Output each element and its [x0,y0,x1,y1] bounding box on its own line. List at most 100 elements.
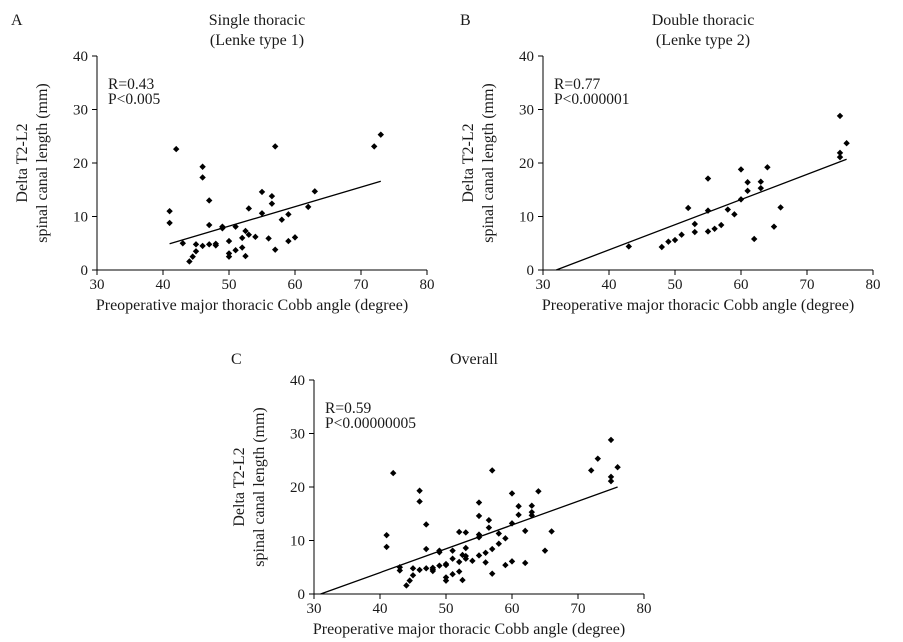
panel-b: B Double thoracic (Lenke type 2) [460,12,754,49]
panel-b-subtitle: (Lenke type 2) [656,32,750,49]
panel-a-y-tick-label: 20 [73,156,88,172]
panel-a-data-point [173,145,180,153]
panel-a-data-point [245,231,252,238]
panel-a-data-point [206,197,213,204]
panel-c-data-point [489,467,496,474]
panel-c-r-value: R=0.59 [325,400,371,417]
panel-a-data-point [265,235,272,242]
panel-b-y-axis-label: Delta T2-L2 [460,123,477,202]
panel-c-data-point [423,521,430,528]
panel-c-data-point [495,530,502,537]
panel-c-data-point [475,512,483,520]
panel-c-data-point [383,531,390,539]
panel-a-data-point [268,192,276,200]
panel-b-data-point [704,175,712,182]
panel-a-data-point [192,248,200,255]
panel-c-data-point [409,565,417,572]
panel-c-y-tick-label: 30 [290,427,305,443]
panel-c-data-point [485,524,493,531]
panel-c-data-point [423,565,430,572]
panel-letter-a: A [11,12,23,29]
panel-c-data-point [607,436,615,444]
panel-c-data-point [522,527,529,535]
panel-c-data-point [489,570,496,577]
panel-a-r-value: R=0.43 [108,76,154,93]
panel-a-p-value: P<0.005 [108,91,160,108]
panel-b-data-point [764,164,771,171]
panel-a-data-point [199,163,206,170]
panel-a-data-point [252,233,259,241]
panel-b-data-point [777,204,784,211]
panel-b-x-tick-label: 70 [800,277,815,293]
panel-a-x-tick-label: 60 [288,277,303,293]
panel-b-r-value: R=0.77 [554,76,600,93]
panel-a-data-point [179,240,186,247]
panel-a-x-tick-label: 70 [354,277,369,293]
panel-c-data-point [522,559,529,567]
panel-c-data-point [548,528,555,535]
panel-b-p-value: P<0.000001 [554,91,630,108]
panel-a-data-point [206,221,213,229]
panel-letter-c: C [231,351,242,368]
panel-a-y-axis-label: Delta T2-L2 [14,123,31,202]
panel-a-data-point [272,143,279,150]
panel-a-data-point [206,241,213,248]
panel-b-data-point [671,236,679,244]
panel-b-data-point [836,112,844,120]
panel-c-data-point [508,490,516,497]
panel-b-y-tick-label: 20 [519,156,534,172]
panel-b-data-point [691,220,698,228]
panel-a-data-point [189,253,196,260]
panel-a-data-point [285,237,292,245]
panel-c-data-point [456,558,463,566]
panel-a-data-point [285,211,292,218]
panel-a-data-point [268,200,276,207]
panel-a-x-tick-label: 40 [156,277,171,293]
panel-c-data-point [449,547,456,554]
panel-b-data-point [770,223,778,230]
panel-a-x-tick-label: 50 [222,277,237,293]
panel-c-data-point [449,571,456,578]
panel-a-trendline [169,180,381,245]
panel-c-data-point [541,547,549,554]
panel-c-data-point [403,582,410,589]
panel-b-data-point [737,166,745,173]
panel-c-data-point [449,555,456,562]
panel-letter-b: B [460,12,471,29]
panel-b-title: Double thoracic [652,12,755,29]
panel-c-data-point [429,564,436,571]
panel-a-data-point [225,237,233,245]
panel-b-data-point [836,149,844,157]
panel-c-data-point [528,502,535,509]
panel-b-trendline [555,158,847,271]
panel-b-y-tick-label: 40 [519,49,534,65]
panel-c-data-point [469,557,476,565]
panel-b-x-tick-label: 60 [734,277,749,293]
panel-c-trendline [320,486,618,595]
panel-a-data-point [278,216,285,223]
panel-c-x-axis-label: Preoperative major thoracic Cobb angle (… [313,621,625,638]
panel-c-data-point [409,572,417,579]
panel-a-x-axis-label: Preoperative major thoracic Cobb angle (… [96,297,408,314]
panel-c-x-tick-label: 40 [373,601,388,617]
panel-a-data-point [186,258,193,265]
panel-c-data-point [436,562,443,569]
panel-c-data-point [396,564,403,571]
panel-a-title: Single thoracic [209,12,305,29]
panel-b-y-tick-label: 10 [519,210,534,226]
panel-b-data-point [711,225,718,233]
panel-b-data-point [843,140,850,147]
panel-c-data-point [614,464,621,471]
panel-c-data-point [462,529,469,536]
panel-c-data-point [383,543,390,551]
panel-b-y-tick-label: 30 [519,103,534,119]
panel-a-data-point [225,250,233,257]
panel-c-data-point [416,487,423,494]
panel-c-data-point [528,508,535,516]
panel-a-y-tick-label: 0 [81,263,89,279]
panel-c-data-point [495,540,502,547]
panel-c-data-point [515,503,522,510]
panel-a-data-point [232,247,239,254]
panel-c-p-value: P<0.00000005 [325,415,416,432]
